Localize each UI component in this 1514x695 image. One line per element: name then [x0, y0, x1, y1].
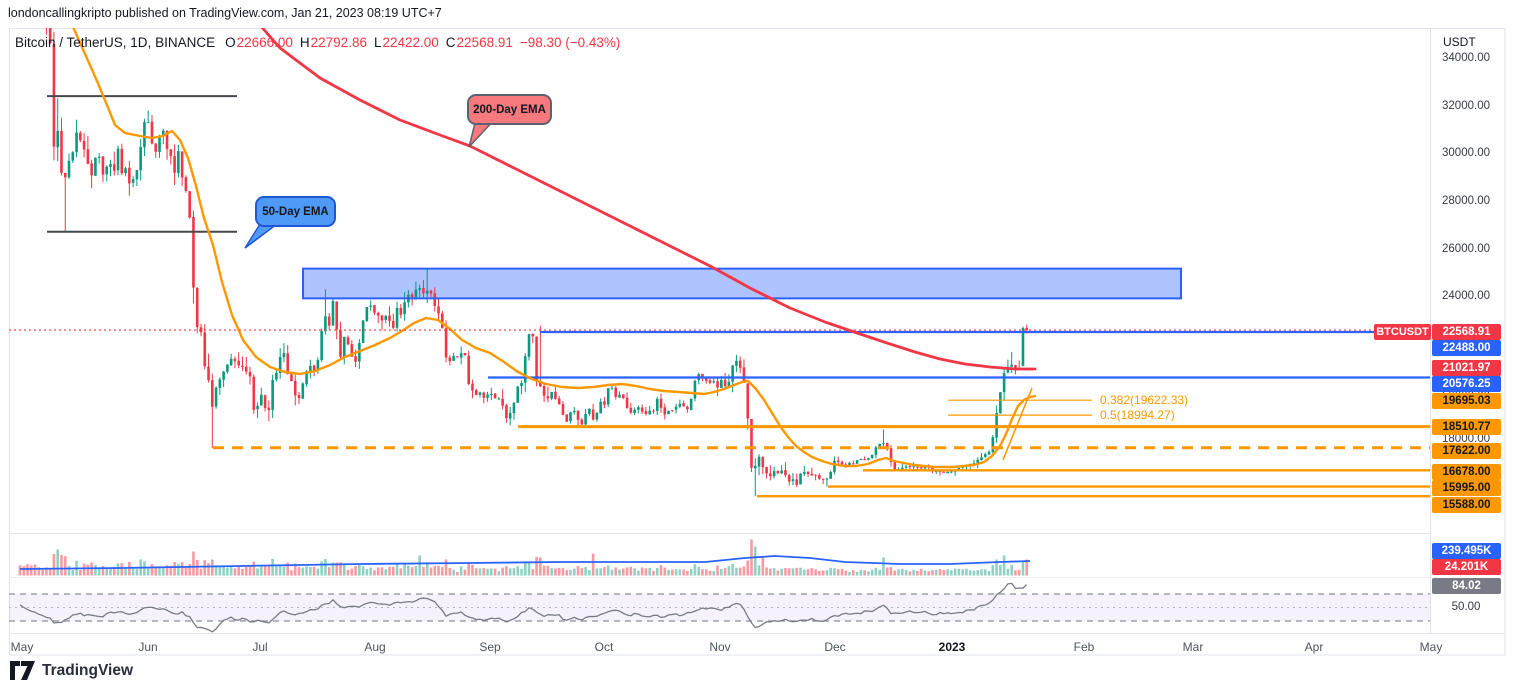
axis-tick: 32000.00 — [1442, 100, 1490, 112]
axis-tick: 24000.00 — [1442, 290, 1490, 302]
symbol-title: Bitcoin / TetherUS, 1D, BINANCE — [15, 35, 216, 50]
tradingview-logo-icon — [10, 661, 35, 680]
tradingview-logo[interactable]: TradingView — [10, 661, 133, 680]
time-axis-label: Oct — [594, 640, 614, 654]
close-value: 22568.91 — [456, 35, 513, 50]
open-value: 22666.00 — [236, 35, 293, 50]
fib-level-05-label[interactable]: 0.5(18994.27) — [1100, 408, 1175, 422]
price-tag: 239.495K — [1432, 543, 1501, 559]
price-tag: 24.201K — [1432, 559, 1501, 575]
time-axis-label: Jul — [252, 640, 268, 654]
axis-tick: 50.00 — [1451, 601, 1481, 613]
chart-plot-area[interactable] — [9, 28, 1430, 633]
high-value: 22792.86 — [310, 35, 367, 50]
low-value: 22422.00 — [382, 35, 439, 50]
low-label: L — [373, 35, 382, 50]
time-axis-label: Apr — [1304, 640, 1324, 654]
axis-tick: 18000.00 — [1442, 433, 1490, 445]
time-axis-label: Nov — [709, 640, 731, 654]
price-tag: 18510.77 — [1432, 419, 1501, 435]
fib-level-0382-label[interactable]: 0.382(19622.33) — [1100, 393, 1189, 407]
axis-tick: 28000.00 — [1442, 195, 1490, 207]
attribution-text: londoncallingkripto published on Trading… — [8, 6, 442, 20]
axis-tick: 26000.00 — [1442, 243, 1490, 255]
price-tag: 22488.00 — [1432, 340, 1501, 356]
quote-currency-label: USDT — [1443, 35, 1476, 49]
time-axis-label: Feb — [1073, 640, 1095, 654]
change-value: −98.30 (−0.43%) — [519, 35, 621, 50]
price-tag: 22568.91 — [1432, 324, 1501, 340]
time-axis-label: May — [1419, 640, 1443, 654]
time-axis-label: Mar — [1182, 640, 1204, 654]
time-axis-label: Sep — [479, 640, 501, 654]
time-axis-label: Jun — [138, 640, 158, 654]
open-label: O — [225, 35, 236, 50]
time-axis-label: May — [10, 640, 34, 654]
time-axis-label: Aug — [364, 640, 386, 654]
time-axis-label: 2023 — [938, 640, 966, 654]
symbol-price-tag: BTCUSDT — [1374, 324, 1431, 340]
price-tag: 21021.97 — [1432, 360, 1501, 376]
axis-tick: 30000.00 — [1442, 147, 1490, 159]
symbol-legend[interactable]: Bitcoin / TetherUS, 1D, BINANCE O22666.00… — [15, 35, 620, 50]
price-tag: 15588.00 — [1432, 497, 1501, 513]
axis-tick: 34000.00 — [1442, 52, 1490, 64]
close-label: C — [445, 35, 456, 50]
price-tag: 84.02 — [1432, 578, 1501, 594]
price-tag: 16678.00 — [1432, 464, 1501, 480]
price-tag: 19695.03 — [1432, 393, 1501, 409]
callout-200-day-ema[interactable]: 200-Day EMA — [467, 94, 552, 125]
time-axis-label: Dec — [824, 640, 846, 654]
price-tag: 17622.00 — [1432, 443, 1501, 459]
price-tag: 15995.00 — [1432, 480, 1501, 496]
tradingview-wordmark: TradingView — [42, 661, 134, 679]
high-label: H — [299, 35, 310, 50]
callout-50-day-ema[interactable]: 50-Day EMA — [255, 196, 336, 227]
price-tag: 20576.25 — [1432, 376, 1501, 392]
